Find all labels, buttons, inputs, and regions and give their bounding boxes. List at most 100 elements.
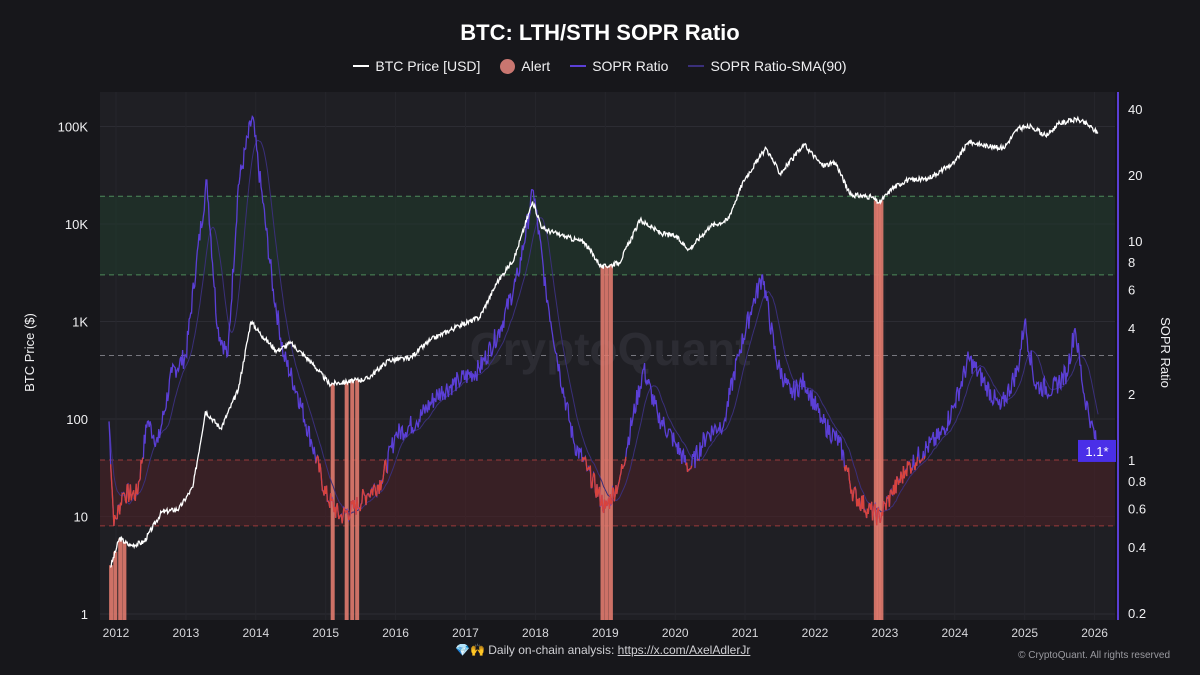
footer-link[interactable]: https://x.com/AxelAdlerJr xyxy=(617,643,751,657)
btc-price-line xyxy=(109,115,1099,568)
left-tick-label: 100 xyxy=(66,412,88,427)
sopr-alert-segment xyxy=(320,480,324,491)
sopr-alert-segment xyxy=(362,488,365,492)
legend-item-btc-price[interactable]: BTC Price [USD] xyxy=(353,58,480,74)
sopr-alert-segment xyxy=(380,481,383,491)
sopr-alert-segment xyxy=(911,468,914,470)
sopr-alert-segment xyxy=(316,455,319,458)
sopr-alert-segment xyxy=(616,488,619,495)
sopr-alert-segment xyxy=(385,459,388,472)
right-tick-label: 2 xyxy=(1128,387,1135,402)
left-tick-label: 1 xyxy=(81,607,88,622)
sopr-alert-segment xyxy=(327,500,330,504)
sopr-alert-segment xyxy=(599,504,602,507)
sopr-alert-segment xyxy=(621,465,625,470)
legend-item-alert[interactable]: Alert xyxy=(500,58,550,74)
right-tick-label: 4 xyxy=(1128,321,1135,336)
sopr-alert-segment xyxy=(623,461,626,466)
sopr-alert-segment xyxy=(123,494,127,501)
x-tick-label: 2014 xyxy=(242,626,269,640)
legend-label: Alert xyxy=(521,58,551,74)
sopr-alert-segment xyxy=(882,501,885,504)
sopr-alert-segment xyxy=(591,478,594,488)
alert-bar xyxy=(873,200,878,621)
sopr-alert-segment xyxy=(589,465,592,488)
x-tick-label: 2019 xyxy=(592,626,619,640)
sopr-alert-segment xyxy=(877,507,880,517)
sopr-alert-segment xyxy=(584,456,587,463)
sopr-alert-segment xyxy=(858,497,861,510)
sopr-alert-segment xyxy=(874,503,877,516)
x-tick-label: 2026 xyxy=(1081,626,1108,640)
alert-swatch xyxy=(500,58,516,74)
sopr-alert-segment xyxy=(135,483,138,494)
sopr-alert-segment xyxy=(690,465,693,469)
sopr-alert-segment xyxy=(320,469,323,481)
sopr-alert-segment xyxy=(343,507,346,510)
left-tick-label: 1K xyxy=(72,315,88,330)
sopr-alert-segment xyxy=(688,468,691,471)
sopr-alert-segment xyxy=(360,502,363,505)
sopr-alert-segment xyxy=(353,500,356,509)
sopr-alert-segment xyxy=(139,460,142,479)
x-tick-label: 2017 xyxy=(452,626,479,640)
sopr-alert-segment xyxy=(128,495,131,502)
sopr-alert-segment xyxy=(583,458,586,461)
sopr-alert-segment xyxy=(890,489,893,495)
sopr-alert-segment xyxy=(376,485,379,497)
sopr-alert-segment xyxy=(114,514,117,519)
sopr-alert-segment xyxy=(593,472,596,475)
x-tick-label: 2020 xyxy=(662,626,689,640)
sopr-alert-segment xyxy=(356,496,359,508)
sopr-alert-segment xyxy=(847,467,850,480)
sopr-alert-segment xyxy=(115,517,117,520)
x-tick-label: 2012 xyxy=(103,626,130,640)
sopr-alert-segment xyxy=(123,492,126,495)
right-tick-label: 0.6 xyxy=(1128,502,1146,517)
sopr-alert-segment xyxy=(593,474,596,492)
right-tick-label: 20 xyxy=(1128,168,1142,183)
x-tick-label: 2024 xyxy=(941,626,968,640)
x-tick-label: 2021 xyxy=(732,626,759,640)
alert-bar xyxy=(604,266,609,620)
sopr-alert-segment xyxy=(888,491,891,507)
left-tick-label: 10K xyxy=(65,217,88,232)
x-tick-label: 2023 xyxy=(872,626,899,640)
sopr-alert-segment xyxy=(130,495,133,501)
sopr-alert-segment xyxy=(597,490,600,497)
sopr-alert-segment xyxy=(386,471,388,474)
chart-title: BTC: LTH/STH SOPR Ratio xyxy=(460,20,740,45)
sopr-alert-segment xyxy=(319,463,322,470)
legend-item-sopr-sma[interactable]: SOPR Ratio-SMA(90) xyxy=(688,58,847,74)
sopr-alert-segment xyxy=(598,486,601,507)
sopr-alert-segment xyxy=(879,519,882,523)
x-tick-label: 2015 xyxy=(312,626,339,640)
sopr-alert-segment xyxy=(868,502,871,505)
sopr-alert-segment xyxy=(619,472,622,477)
sopr-alert-segment xyxy=(697,459,700,461)
sopr-alert-segment xyxy=(609,494,612,505)
alert-bar xyxy=(118,538,123,620)
sopr-alert-segment xyxy=(916,456,919,466)
alert-bar xyxy=(122,541,127,620)
legend-item-sopr-ratio[interactable]: SOPR Ratio xyxy=(570,58,668,74)
sopr-alert-segment xyxy=(876,508,879,526)
sopr-alert-segment xyxy=(862,495,865,513)
sopr-alert-segment xyxy=(334,507,338,518)
sopr-alert-segment xyxy=(125,484,128,504)
x-tick-label: 2013 xyxy=(173,626,200,640)
alert-bar xyxy=(344,381,349,620)
sopr-alert-segment xyxy=(131,492,134,496)
sopr-alert-segment xyxy=(361,489,364,504)
sopr-alert-segment xyxy=(346,510,349,515)
sopr-alert-segment xyxy=(325,485,328,502)
alert-bar xyxy=(608,264,613,620)
sopr-alert-segment xyxy=(381,477,384,483)
sopr-alert-segment xyxy=(601,494,604,511)
left-axis-label: BTC Price ($) xyxy=(21,313,37,392)
sopr-alert-segment xyxy=(585,462,588,471)
sopr-alert-segment xyxy=(852,488,855,495)
sopr-alert-segment xyxy=(586,469,589,472)
sopr-alert-segment xyxy=(362,491,365,496)
sopr-alert-segment xyxy=(612,487,615,490)
